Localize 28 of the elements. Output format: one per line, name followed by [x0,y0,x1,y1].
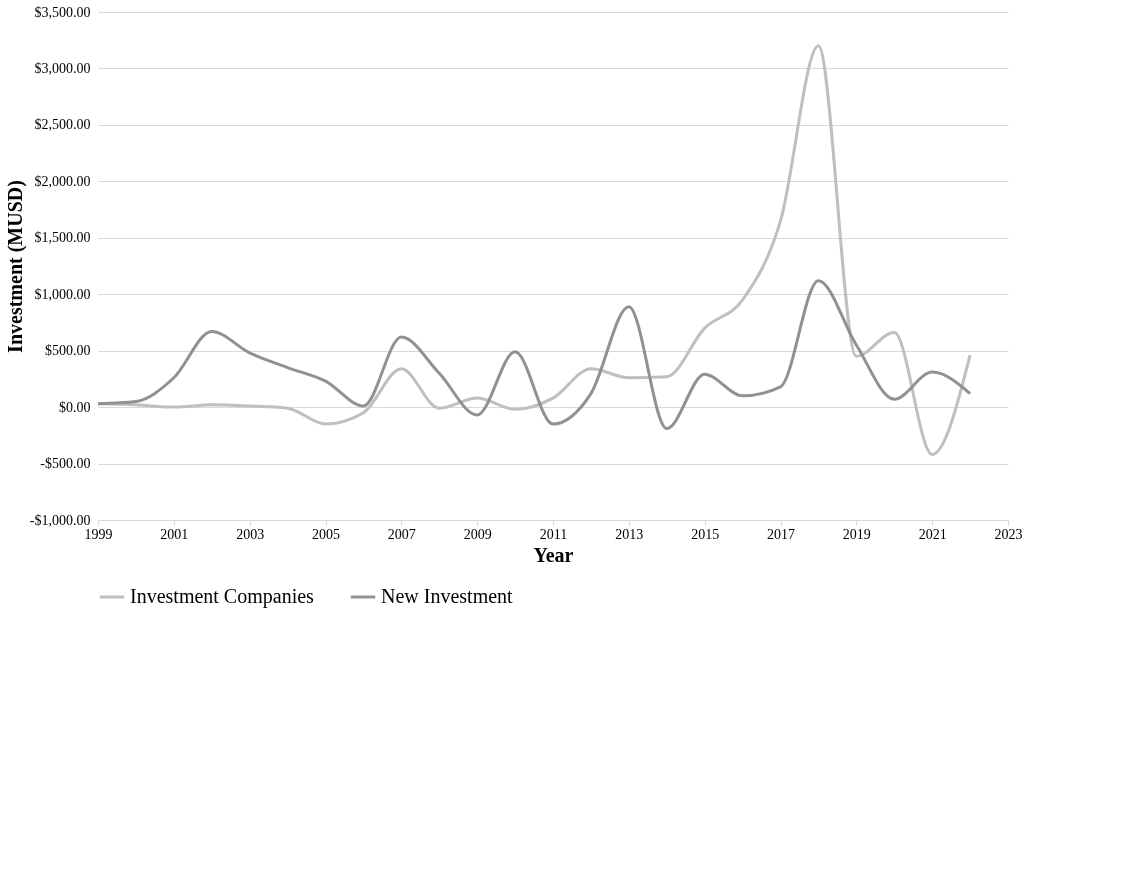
y-tick-label: -$500.00 [40,456,91,472]
y-tick-label: -$1,000.00 [29,512,91,528]
x-tick-label: 2023 [994,526,1023,542]
line-series [98,279,972,431]
x-tick-label: 2009 [463,526,492,542]
x-axis-title: Year [533,543,574,566]
x-tick-label: 2007 [387,526,416,542]
y-tick-label: $1,000.00 [34,286,91,302]
x-tick-label: 2017 [767,526,795,542]
x-tick-label: 2005 [312,526,340,542]
x-tick-label: 2003 [236,526,265,542]
y-tick-label: $500.00 [45,343,91,359]
x-tick-label: 2001 [160,526,189,542]
y-tick-label: $3,500.00 [34,4,91,20]
x-tick-label: 2013 [615,526,644,542]
y-axis-title: Investment (MUSD) [3,180,27,353]
y-tick-label: $3,000.00 [34,60,91,76]
legend-label: Investment Companies [130,585,315,608]
y-tick-label: $1,500.00 [34,230,91,246]
x-tick-label: 2015 [691,526,720,542]
y-tick-label: $2,000.00 [34,173,91,189]
legend-label: New Investment [381,585,514,607]
x-tick-label: 2019 [842,526,871,542]
x-tick-label: 1999 [84,526,113,542]
x-tick-label: 2011 [539,526,568,542]
y-tick-label: $0.00 [59,399,91,415]
x-tick-label: 2021 [918,526,947,542]
y-tick-label: $2,500.00 [34,117,91,133]
